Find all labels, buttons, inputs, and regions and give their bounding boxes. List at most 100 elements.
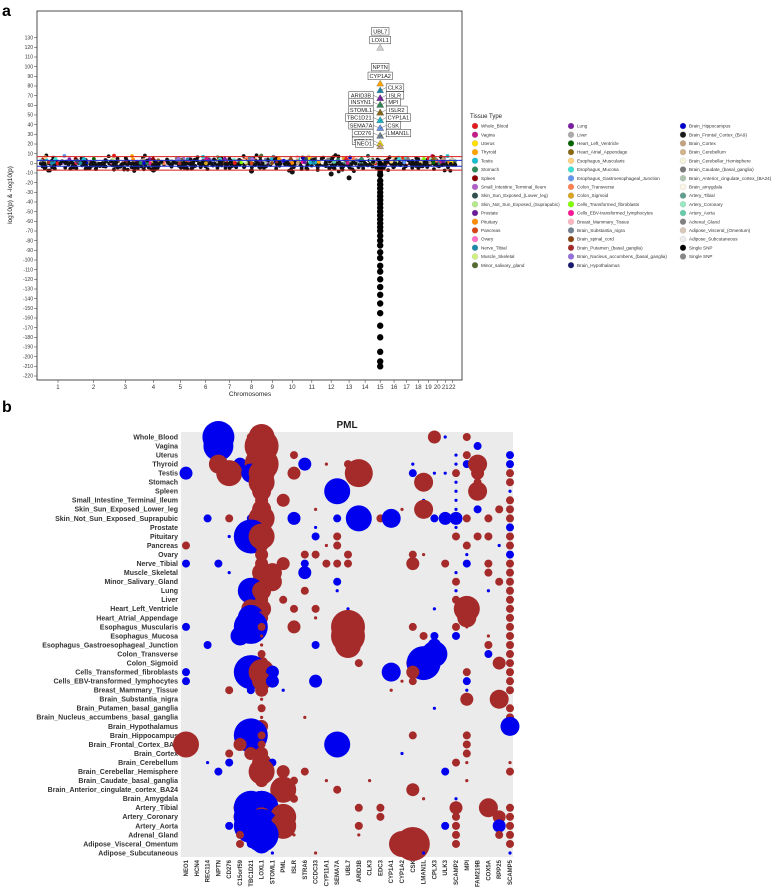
legend-swatch <box>567 209 575 217</box>
bubble <box>432 706 436 710</box>
legend-title: Tissue Type <box>470 114 503 120</box>
legend-swatch <box>679 209 687 217</box>
bubble <box>506 550 514 559</box>
legend-swatch <box>567 244 575 251</box>
gene-label: NEO1 <box>357 142 372 148</box>
gene-axis-label: SCAMP5 <box>508 859 514 885</box>
gene-axis-label: EDC3 <box>378 859 384 876</box>
bubble <box>506 496 514 505</box>
bubble <box>381 508 401 528</box>
legend-swatch <box>679 140 687 147</box>
bubble <box>506 641 514 649</box>
bubble <box>376 812 385 821</box>
legend-label: Lung <box>577 124 588 129</box>
tissue-label: Cells_Transformed_fibroblasts <box>75 670 178 677</box>
snp-point <box>129 161 134 166</box>
panel-a-plot-frame <box>36 10 463 381</box>
bubble <box>276 493 290 507</box>
bubble <box>260 697 264 701</box>
gene-label: UBL7 <box>373 29 387 35</box>
bubble <box>389 688 393 692</box>
chr15-snp <box>376 242 384 249</box>
tissue-label: Esophagus_Mucosa <box>110 633 178 640</box>
legend-label: Skin_Sun_Exposed_(Lower_leg) <box>481 193 548 198</box>
bubble <box>506 586 514 595</box>
bubble <box>506 803 514 812</box>
y-tick-label: -130 <box>23 287 33 293</box>
chromosome-label: 2 <box>92 385 96 391</box>
y-tick-label: -200 <box>23 354 33 360</box>
legend-label: Single SNP <box>689 245 713 250</box>
bubble <box>441 767 450 776</box>
bubble <box>255 683 269 697</box>
bubble <box>406 665 420 679</box>
bubble <box>443 471 447 475</box>
legend-swatch <box>679 218 687 225</box>
gene-label: ISLR <box>389 93 401 99</box>
gene-label: LOXL1 <box>371 38 388 44</box>
bubble <box>314 507 318 511</box>
snp-point <box>416 166 421 171</box>
bubble <box>303 715 307 719</box>
legend-swatch <box>567 166 575 173</box>
bubble <box>473 505 482 514</box>
legend-swatch <box>567 262 575 269</box>
bubble <box>506 478 514 487</box>
bubble <box>233 737 247 751</box>
chromosome-label: 9 <box>271 385 275 391</box>
bubble <box>300 559 309 568</box>
snp-point <box>304 166 309 171</box>
legend-swatch <box>567 192 575 199</box>
snp-point <box>177 161 182 166</box>
legend-label: Brain_Substantia_nigra <box>577 228 625 233</box>
legend-label: Minor_salivary_gland <box>481 263 525 268</box>
gene-axis-label: ULK3 <box>443 859 449 875</box>
chr15-snp <box>377 160 383 167</box>
y-tick-label: 20 <box>27 142 33 148</box>
legend-swatch <box>471 183 479 190</box>
bubble <box>346 607 350 611</box>
gene-label: LMAN1L <box>388 131 410 137</box>
legend-label: Thyroid <box>481 150 497 155</box>
bubble <box>314 525 318 530</box>
bubble <box>216 460 243 487</box>
tissue-label: Colon_Sigmoid <box>127 660 178 667</box>
bubble <box>454 525 458 530</box>
gene-axis-label: CD276 <box>227 859 233 878</box>
chromosome-label: 15 <box>377 385 384 391</box>
y-tick-label: 90 <box>27 74 33 80</box>
y-tick-label: -100 <box>23 258 33 264</box>
snp-point <box>182 162 187 166</box>
tissue-label: Prostate <box>150 525 178 532</box>
bubble <box>422 797 426 801</box>
bubble <box>182 668 190 677</box>
bubble <box>468 481 488 501</box>
bubble <box>465 760 469 765</box>
bubble <box>354 659 363 668</box>
chromosome-label: 12 <box>328 385 335 391</box>
legend-label: Ovary <box>481 237 494 242</box>
legend-swatch <box>567 175 575 182</box>
bubble <box>465 688 469 692</box>
gene-triangle <box>221 155 228 161</box>
chr15-snp <box>376 268 384 275</box>
snp-point <box>319 156 324 161</box>
tissue-label: Skin_Not_Sun_Exposed_Suprapubic <box>55 516 178 523</box>
tissue-label: Brain_Substantia_nigra <box>99 697 178 704</box>
bubble <box>300 767 309 776</box>
bubble <box>495 577 504 586</box>
bubble <box>427 430 441 444</box>
gene-axis-label: CYP1A2 <box>400 859 406 883</box>
bubble <box>500 716 520 736</box>
legend-label: Muscle_Skeletal <box>481 254 514 259</box>
legend-label: Artery_Tibial <box>689 193 715 198</box>
snp-point <box>135 166 140 170</box>
legend-swatch <box>679 183 687 190</box>
snp-point <box>345 161 350 165</box>
tissue-label: Brain_Hippocampus <box>110 733 178 740</box>
bubble <box>257 731 266 740</box>
gene-axis-label: TBC1D21 <box>249 859 255 886</box>
y-tick-label: -20 <box>26 180 33 186</box>
legend-label: Heart_Atrial_Appendage <box>577 150 628 155</box>
chromosome-label: 7 <box>228 385 232 391</box>
